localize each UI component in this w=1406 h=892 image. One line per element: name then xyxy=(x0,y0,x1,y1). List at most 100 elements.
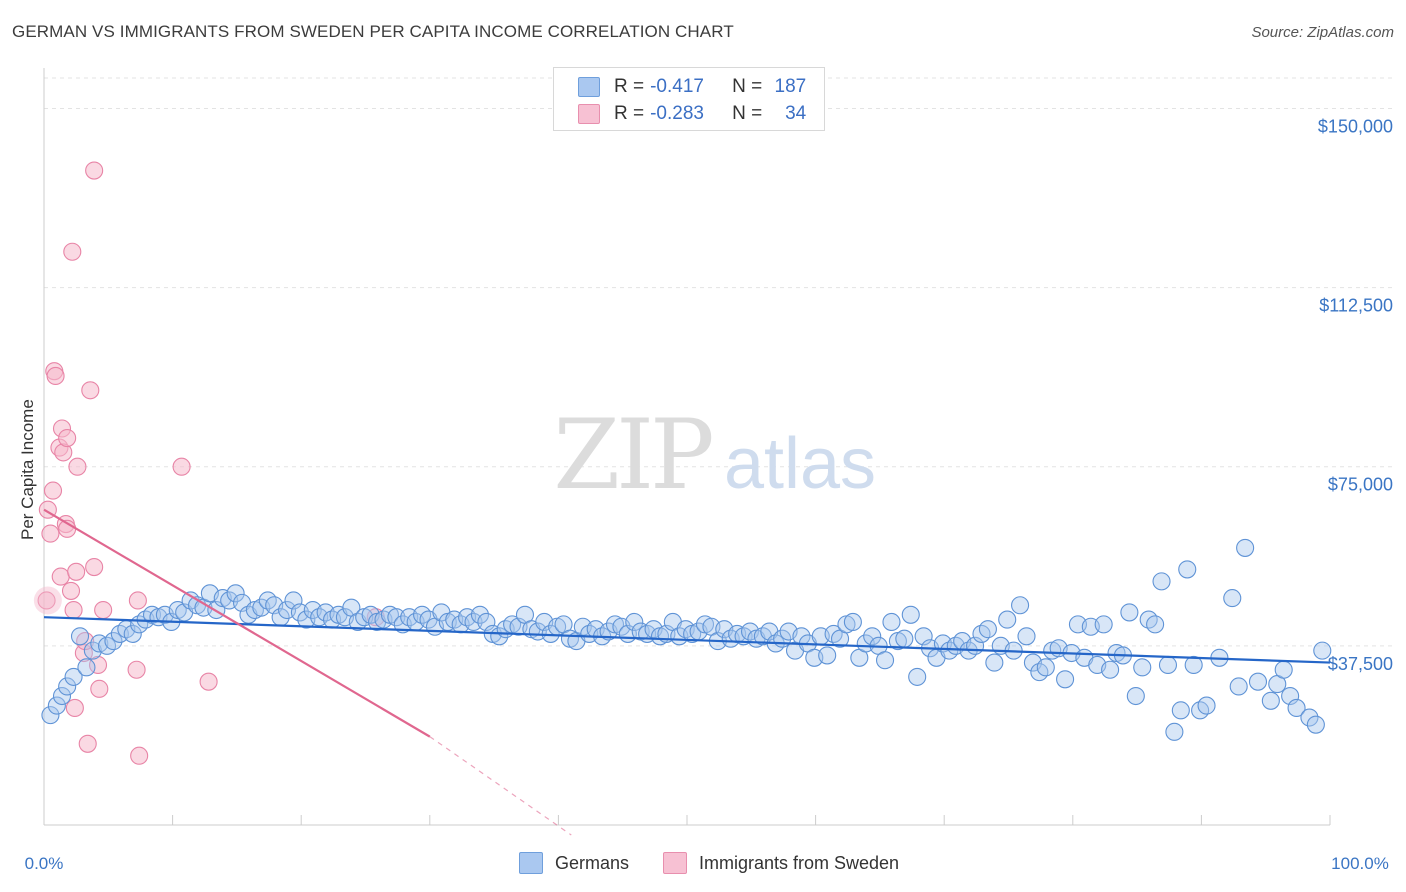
data-point-sweden xyxy=(88,655,108,675)
data-point-germans xyxy=(1017,627,1036,646)
data-point-sweden xyxy=(85,557,104,577)
legend-r-value-germans: -0.417 xyxy=(650,76,704,97)
bottom-legend-swatch-sweden xyxy=(663,852,687,874)
data-point-germans xyxy=(1274,660,1293,679)
data-point-germans xyxy=(464,612,483,632)
axes xyxy=(43,68,1331,826)
data-point-sweden xyxy=(46,366,65,386)
data-point-germans xyxy=(77,658,96,677)
data-point-sweden xyxy=(90,679,109,698)
data-point-sweden xyxy=(130,746,149,765)
data-point-sweden xyxy=(41,524,60,543)
data-point-germans xyxy=(1165,722,1184,741)
data-point-sweden xyxy=(172,457,191,476)
data-point-sweden xyxy=(127,660,146,679)
data-point-sweden xyxy=(76,632,95,651)
data-point-germans xyxy=(70,627,90,646)
grid-lines xyxy=(44,77,1394,647)
data-point-germans xyxy=(1056,670,1075,689)
data-point-sweden xyxy=(65,698,84,718)
data-point-germans xyxy=(901,605,920,624)
bottom-legend-label-germans: Germans xyxy=(555,852,630,873)
y-tick-label: $37,500 xyxy=(1328,654,1393,674)
data-point-germans xyxy=(1306,715,1325,734)
data-point-germans xyxy=(1158,655,1178,675)
data-point-germans xyxy=(998,610,1017,629)
data-point-germans xyxy=(818,646,837,665)
data-point-germans xyxy=(1011,596,1030,615)
trend-line-sweden-extension xyxy=(429,736,572,836)
data-point-germans xyxy=(908,667,927,686)
legend-r-value-sweden: -0.283 xyxy=(650,103,704,124)
y-tick-label: $75,000 xyxy=(1328,475,1393,495)
data-point-germans xyxy=(1126,686,1145,706)
data-point-sweden xyxy=(68,457,87,476)
legend-n-value-sweden: 34 xyxy=(785,103,807,124)
data-point-germans xyxy=(83,641,102,660)
watermark-zip: ZIP xyxy=(553,399,712,511)
data-point-germans xyxy=(1229,677,1248,696)
data-point-germans xyxy=(387,608,406,627)
bottom-legend-sweden[interactable]: Immigrants from Sweden xyxy=(663,852,899,874)
y-tick-label: $112,500 xyxy=(1319,296,1393,316)
x-tick-label: 100.0% xyxy=(1331,854,1389,873)
bottom-legend-swatch-germans xyxy=(519,852,543,874)
data-point-germans xyxy=(843,612,862,632)
data-point-germans xyxy=(882,612,901,632)
data-point-sweden xyxy=(64,600,83,620)
data-point-sweden xyxy=(61,581,81,600)
data-point-sweden-cluster xyxy=(33,586,62,615)
legend-swatch-sweden xyxy=(578,104,600,124)
data-point-sweden xyxy=(78,734,97,753)
data-point-germans xyxy=(895,629,914,648)
data-point-sweden xyxy=(81,381,100,400)
data-point-germans xyxy=(985,653,1004,672)
legend-row-germans: R = -0.417 N = 187 xyxy=(578,74,806,100)
data-point-sweden xyxy=(58,429,77,448)
data-point-germans xyxy=(1133,658,1152,677)
data-point-germans xyxy=(1300,708,1319,727)
chart-title: GERMAN VS IMMIGRANTS FROM SWEDEN PER CAP… xyxy=(12,22,734,41)
trend-line-germans xyxy=(43,616,1331,664)
y-tick-label: $150,000 xyxy=(1318,116,1393,136)
data-point-germans xyxy=(1171,701,1190,720)
data-point-germans xyxy=(1146,615,1165,634)
tick-labels: $37,500 $75,000 $112,500 $150,000 0.0% 100.0% xyxy=(25,116,1393,873)
data-point-germans xyxy=(978,620,997,639)
data-point-sweden xyxy=(85,161,104,180)
data-point-germans xyxy=(226,584,245,603)
data-point-germans xyxy=(1120,603,1139,622)
legend-n-value-germans: 187 xyxy=(774,76,807,97)
data-point-germans xyxy=(1287,698,1306,718)
data-point-sweden xyxy=(37,591,56,610)
bottom-legend-label-sweden: Immigrants from Sweden xyxy=(699,852,900,873)
data-point-sweden xyxy=(51,567,70,586)
source-label: Source: ZipAtlas.com xyxy=(1251,24,1394,41)
data-point-germans xyxy=(625,612,644,632)
data-point-germans xyxy=(58,677,77,696)
data-point-germans xyxy=(1248,672,1268,691)
bottom-legend-germans[interactable]: Germans xyxy=(519,852,629,874)
data-point-germans xyxy=(1261,691,1280,710)
data-point-germans xyxy=(875,651,895,670)
data-point-germans xyxy=(470,605,490,624)
data-point-sweden xyxy=(199,672,218,691)
data-point-germans xyxy=(1101,660,1120,679)
trend-line-sweden xyxy=(43,508,431,738)
watermark-atlas: atlas xyxy=(724,424,876,504)
data-point-germans xyxy=(1094,615,1113,634)
data-point-germans xyxy=(1197,696,1216,715)
data-point-germans xyxy=(123,624,142,643)
data-point-germans xyxy=(41,706,60,725)
correlation-legend: R = -0.417 N = 187 R = -0.283 N = 34 xyxy=(553,67,825,131)
x-tick-label: 0.0% xyxy=(25,854,64,873)
data-point-sweden xyxy=(94,600,113,620)
y-axis-label: Per Capita Income xyxy=(18,399,37,540)
data-point-germans xyxy=(104,632,123,651)
data-point-germans xyxy=(1152,572,1171,591)
data-point-germans xyxy=(47,696,66,715)
data-point-germans xyxy=(863,627,882,646)
data-point-germans xyxy=(1236,538,1255,557)
data-point-germans xyxy=(1036,658,1055,677)
